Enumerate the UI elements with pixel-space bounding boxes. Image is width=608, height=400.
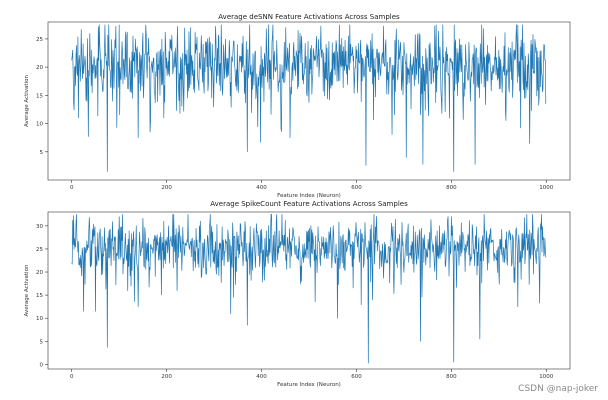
x-tick-label: 200 [161,374,172,380]
y-ticks: 0 5 10 15 20 25 30 [36,224,48,368]
x-tick-label: 1000 [539,185,553,191]
y-axis-label: Average Activation [24,75,30,127]
y-tick-label: 15 [36,293,43,299]
y-tick-label: 20 [36,270,43,276]
y-tick-label: 25 [36,247,43,253]
x-tick-label: 400 [256,185,267,191]
y-tick-label: 10 [36,122,43,128]
x-tick-label: 800 [446,185,457,191]
watermark: CSDN @nap-joker [518,384,598,394]
y-tick-label: 0 [40,362,44,368]
x-tick-label: 200 [161,185,172,191]
x-tick-label: 0 [70,185,74,191]
y-tick-label: 25 [36,37,43,43]
x-tick-label: 600 [351,374,362,380]
y-ticks: 5 10 15 20 25 [36,37,48,156]
y-tick-label: 30 [36,224,43,230]
x-tick-label: 800 [446,374,457,380]
x-tick-label: 1000 [539,374,553,380]
series-line-desnn [71,24,547,172]
x-ticks: 0 200 400 600 800 1000 [70,180,554,191]
chart-title: Average deSNN Feature Activations Across… [218,13,400,21]
x-axis-label: Feature Index (Neuron) [277,382,341,388]
chart-desnn: Average deSNN Feature Activations Across… [24,13,571,199]
y-tick-label: 10 [36,316,43,322]
x-ticks: 0 200 400 600 800 1000 [70,369,554,380]
x-tick-label: 400 [256,374,267,380]
plot-frame [47,21,571,181]
y-tick-label: 5 [40,150,44,156]
y-tick-label: 5 [40,339,44,345]
chart-title: Average SpikeCount Feature Activations A… [210,200,408,208]
plot-frame [47,211,571,370]
y-tick-label: 20 [36,65,43,71]
x-axis-label: Feature Index (Neuron) [277,193,341,199]
x-tick-label: 0 [70,374,74,380]
series-line-spikecount [71,213,547,364]
y-axis-label: Average Activation [24,264,30,316]
y-tick-label: 15 [36,93,43,99]
chart-spikecount: Average SpikeCount Feature Activations A… [24,200,571,388]
x-tick-label: 600 [351,185,362,191]
